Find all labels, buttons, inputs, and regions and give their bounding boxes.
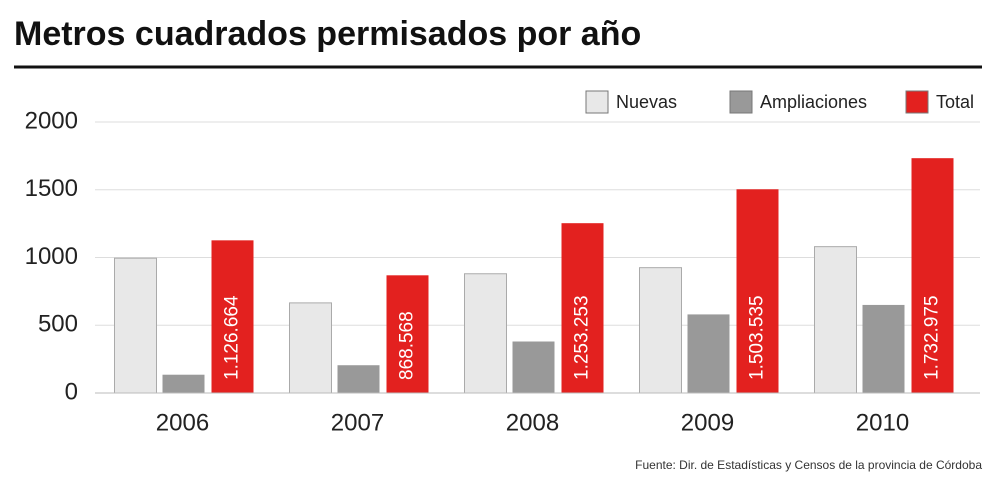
- legend-label: Total: [936, 92, 974, 112]
- bar: [862, 304, 905, 393]
- bar: [814, 246, 857, 394]
- bar: [736, 189, 779, 393]
- legend-swatch: [729, 90, 753, 114]
- bar: [464, 273, 507, 394]
- chart-title: Metros cuadrados permisados por año: [14, 15, 641, 53]
- y-tick-label: 1500: [25, 175, 78, 202]
- bar: [386, 275, 429, 393]
- x-tick-label: 2006: [156, 409, 209, 436]
- legend-swatch: [905, 90, 929, 114]
- bar: [639, 267, 682, 394]
- legend-swatch: [585, 90, 609, 114]
- source: Fuente: Dir. de Estadísticas y Censos de…: [635, 458, 982, 472]
- value-label: 868.568: [397, 311, 418, 380]
- bar: [687, 314, 730, 393]
- bar: [911, 158, 954, 393]
- value-label: 1.253.253: [572, 295, 593, 380]
- bar: [337, 365, 380, 393]
- bar: [512, 341, 555, 393]
- y-tick-label: 2000: [25, 107, 78, 134]
- value-label: 1.126.664: [222, 295, 243, 380]
- value-label: 1.503.535: [747, 295, 768, 380]
- legend-label: Nuevas: [616, 92, 677, 112]
- x-tick-label: 2007: [331, 409, 384, 436]
- bar: [211, 240, 254, 393]
- y-tick-label: 0: [65, 378, 78, 405]
- x-tick-label: 2008: [506, 409, 559, 436]
- bar: [162, 374, 205, 393]
- y-tick-label: 1000: [25, 243, 78, 270]
- x-tick-label: 2009: [681, 409, 734, 436]
- legend-label: Ampliaciones: [760, 92, 867, 112]
- bar: [114, 257, 157, 394]
- x-tick-label: 2010: [856, 409, 909, 436]
- bar: [561, 223, 604, 393]
- bar: [289, 302, 332, 394]
- y-tick-label: 500: [38, 311, 78, 338]
- value-label: 1.732.975: [922, 295, 943, 380]
